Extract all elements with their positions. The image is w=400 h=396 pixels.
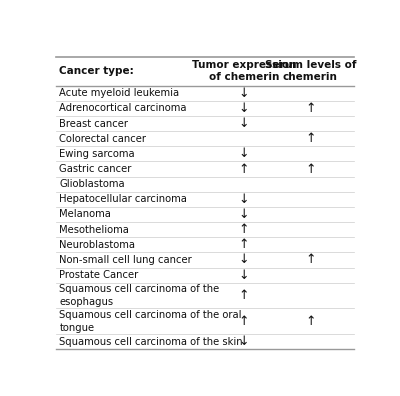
Text: ↑: ↑ (305, 315, 316, 328)
Text: Squamous cell carcinoma of the
esophagus: Squamous cell carcinoma of the esophagus (59, 284, 220, 307)
Text: Colorectal cancer: Colorectal cancer (59, 134, 146, 144)
Text: Gastric cancer: Gastric cancer (59, 164, 132, 174)
Text: ↓: ↓ (238, 87, 249, 100)
Text: Prostate Cancer: Prostate Cancer (59, 270, 138, 280)
Text: Adrenocortical carcinoma: Adrenocortical carcinoma (59, 103, 187, 113)
Text: Tumor expression
of chemerin: Tumor expression of chemerin (192, 60, 296, 82)
Text: ↑: ↑ (305, 102, 316, 115)
Text: Hepatocellular carcinoma: Hepatocellular carcinoma (59, 194, 187, 204)
Text: ↓: ↓ (238, 102, 249, 115)
Text: ↑: ↑ (305, 253, 316, 267)
Text: Serum levels of
chemerin: Serum levels of chemerin (265, 60, 356, 82)
Text: Acute myeloid leukemia: Acute myeloid leukemia (59, 88, 180, 98)
Text: ↓: ↓ (238, 335, 249, 348)
Text: Breast cancer: Breast cancer (59, 118, 128, 129)
Text: Squamous cell carcinoma of the oral
tongue: Squamous cell carcinoma of the oral tong… (59, 310, 242, 333)
Text: ↑: ↑ (305, 132, 316, 145)
Text: ↑: ↑ (238, 289, 249, 302)
Text: Neuroblastoma: Neuroblastoma (59, 240, 135, 250)
Text: ↓: ↓ (238, 208, 249, 221)
Text: Melanoma: Melanoma (59, 209, 111, 219)
Text: ↑: ↑ (238, 223, 249, 236)
Text: ↓: ↓ (238, 268, 249, 282)
Text: Glioblastoma: Glioblastoma (59, 179, 125, 189)
Text: Squamous cell carcinoma of the skin: Squamous cell carcinoma of the skin (59, 337, 243, 347)
Text: ↓: ↓ (238, 147, 249, 160)
Text: ↑: ↑ (305, 162, 316, 175)
Text: Non-small cell lung cancer: Non-small cell lung cancer (59, 255, 192, 265)
Text: ↑: ↑ (238, 315, 249, 328)
Text: ↑: ↑ (238, 238, 249, 251)
Text: Mesothelioma: Mesothelioma (59, 225, 129, 235)
Text: Cancer type:: Cancer type: (59, 66, 134, 76)
Text: ↑: ↑ (238, 162, 249, 175)
Text: ↓: ↓ (238, 117, 249, 130)
Text: ↓: ↓ (238, 193, 249, 206)
Text: ↓: ↓ (238, 253, 249, 267)
Text: Ewing sarcoma: Ewing sarcoma (59, 149, 135, 159)
